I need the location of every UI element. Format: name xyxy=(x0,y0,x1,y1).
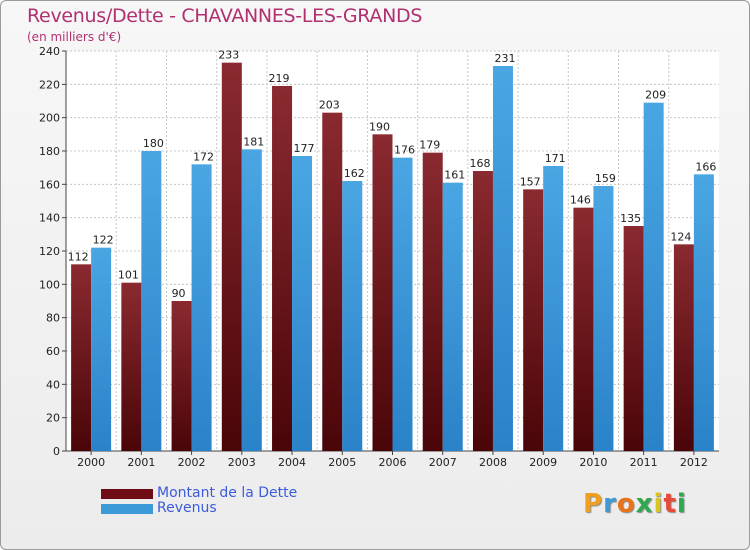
y-tick-label: 60 xyxy=(46,345,60,358)
logo-letter: i xyxy=(653,489,664,519)
bar-revenus xyxy=(191,164,212,452)
data-label: 101 xyxy=(118,269,139,282)
bar-revenus xyxy=(292,156,313,451)
x-tick-label: 2008 xyxy=(479,456,507,469)
data-label: 179 xyxy=(419,139,440,152)
bar-dette xyxy=(523,189,544,452)
bar-revenus xyxy=(593,186,614,451)
y-tick-label: 200 xyxy=(39,112,60,125)
bar-dette xyxy=(422,152,443,451)
data-label: 146 xyxy=(570,194,591,207)
data-label: 90 xyxy=(172,287,186,300)
y-tick-label: 40 xyxy=(46,378,60,391)
data-label: 124 xyxy=(670,230,691,243)
data-label: 177 xyxy=(294,142,315,155)
y-tick-label: 160 xyxy=(39,178,60,191)
bar-revenus xyxy=(342,181,363,451)
y-tick-label: 220 xyxy=(39,78,60,91)
bar-dette xyxy=(221,62,242,452)
x-tick-label: 2004 xyxy=(278,456,306,469)
data-label: 181 xyxy=(243,135,264,148)
axes: 0 20 40 60 80 100 120 140 160 180 200 220 240 2000 200… xyxy=(39,45,719,469)
bar-dette xyxy=(322,112,343,452)
x-tick-label: 2000 xyxy=(77,456,105,469)
data-label: 203 xyxy=(319,99,340,112)
bar-dette xyxy=(573,207,594,451)
y-tick-label: 240 xyxy=(39,45,60,58)
x-tick-label: 2009 xyxy=(529,456,557,469)
x-tick-label: 2001 xyxy=(127,456,155,469)
bar-revenus xyxy=(141,151,162,451)
data-label: 172 xyxy=(193,150,214,163)
bar-revenus xyxy=(442,182,463,451)
data-label: 162 xyxy=(344,167,365,180)
data-label: 168 xyxy=(469,157,490,170)
data-label: 171 xyxy=(545,152,566,165)
legend-label-dette: Montant de la Dette xyxy=(157,485,298,501)
bar-revenus xyxy=(643,102,664,452)
data-label: 190 xyxy=(369,120,390,133)
data-label: 157 xyxy=(520,175,541,188)
data-label: 166 xyxy=(695,160,716,173)
chart-title: Revenus/Dette - CHAVANNES-LES-GRANDS xyxy=(27,5,423,27)
bar-revenus xyxy=(91,247,112,451)
logo-letter: r xyxy=(603,489,617,519)
proxiti-logo: Proxiti xyxy=(583,489,687,519)
bars xyxy=(71,62,714,452)
logo-letter: i xyxy=(676,489,687,519)
y-tick-label: 180 xyxy=(39,145,60,158)
bar-dette xyxy=(272,86,293,451)
data-label: 180 xyxy=(143,137,164,150)
x-tick-label: 2006 xyxy=(379,456,407,469)
data-label: 135 xyxy=(620,212,641,225)
y-tick-label: 20 xyxy=(46,412,60,425)
bar-dette xyxy=(623,226,644,451)
data-label: 233 xyxy=(218,49,239,62)
logo-letter: x xyxy=(635,489,654,519)
x-tick-label: 2002 xyxy=(178,456,206,469)
data-label: 231 xyxy=(494,52,515,65)
x-tick-label: 2011 xyxy=(630,456,658,469)
data-label: 219 xyxy=(269,72,290,85)
logo-letter: o xyxy=(616,489,636,519)
legend-swatch-revenus xyxy=(101,504,153,514)
bar-revenus xyxy=(241,149,262,452)
bar-revenus xyxy=(392,157,413,451)
legend-swatch-dette xyxy=(101,489,153,499)
bar-dette xyxy=(171,301,192,451)
x-tick-label: 2012 xyxy=(680,456,708,469)
bar-dette xyxy=(121,282,142,451)
data-label: 112 xyxy=(68,250,89,263)
bar-revenus xyxy=(543,166,564,451)
x-tick-label: 2007 xyxy=(429,456,457,469)
data-label: 122 xyxy=(93,234,114,247)
data-labels: 112 122 101 180 90 172 233 181 219 177 203 162 190 17… xyxy=(68,49,717,300)
data-label: 159 xyxy=(595,172,616,185)
bar-revenus xyxy=(492,66,513,451)
y-tick-label: 120 xyxy=(39,245,60,258)
data-label: 176 xyxy=(394,144,415,157)
y-tick-label: 0 xyxy=(53,445,60,458)
logo-letter: t xyxy=(663,489,677,519)
bar-revenus xyxy=(693,174,714,452)
y-tick-label: 100 xyxy=(39,278,60,291)
bar-dette xyxy=(71,264,92,451)
y-tick-label: 140 xyxy=(39,212,60,225)
data-label: 161 xyxy=(444,169,465,182)
legend-label-revenus: Revenus xyxy=(157,500,217,516)
x-tick-label: 2010 xyxy=(579,456,607,469)
x-tick-label: 2003 xyxy=(228,456,256,469)
y-tick-label: 80 xyxy=(46,312,60,325)
bar-dette xyxy=(472,171,493,451)
bar-dette xyxy=(673,244,694,451)
logo-letter: P xyxy=(583,489,604,519)
x-tick-label: 2005 xyxy=(328,456,356,469)
data-label: 209 xyxy=(645,89,666,102)
bar-dette xyxy=(372,134,393,452)
chart-subtitle: (en milliers d'€) xyxy=(27,30,122,44)
